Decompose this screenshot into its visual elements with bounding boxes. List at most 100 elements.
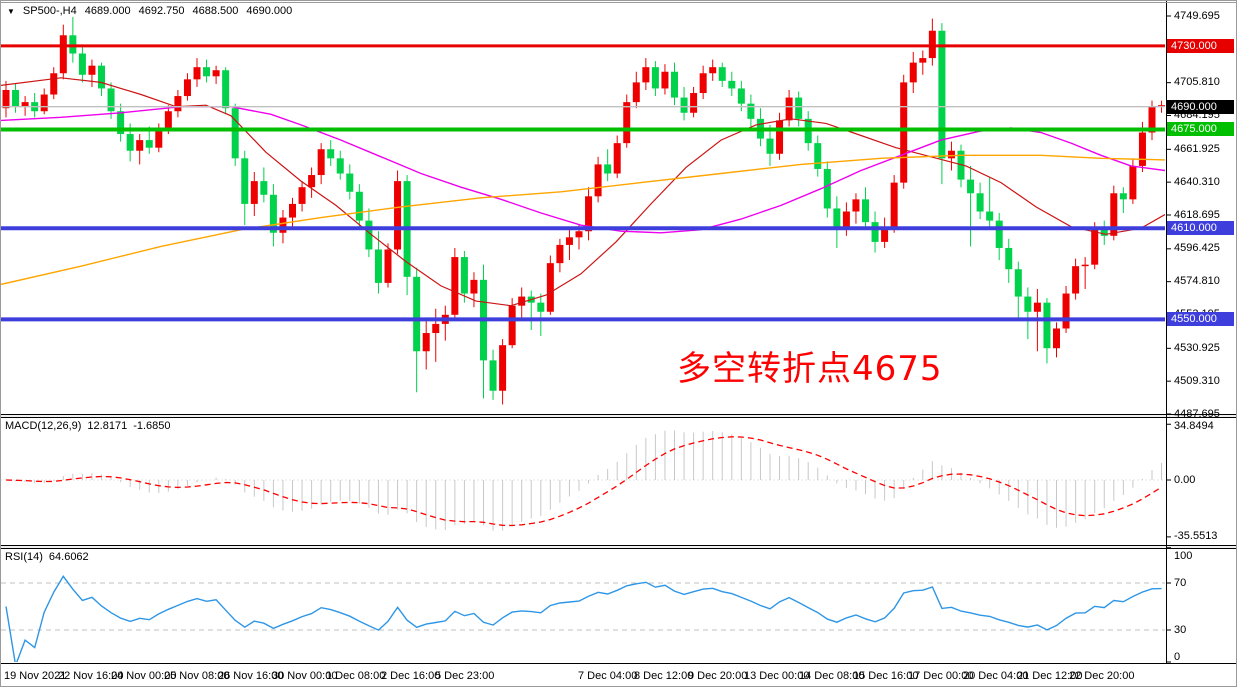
time-axis-label: 21 Dec 12:00: [1017, 670, 1083, 682]
rsi-line: [5, 575, 1162, 662]
candle: [1158, 105, 1165, 107]
candle: [1024, 296, 1032, 312]
rsi-axis-label: 70: [1174, 576, 1187, 589]
candle: [718, 67, 726, 81]
time-axis-label: 2 Dec 16:00: [381, 670, 441, 682]
candle: [986, 211, 994, 221]
price-badge: 4675.000: [1167, 122, 1234, 137]
ma-medium-red: [1, 77, 1165, 307]
candle: [499, 345, 507, 391]
macd-histogram: [15, 430, 1163, 531]
candle: [394, 181, 402, 250]
candle: [842, 211, 850, 230]
price-tick-label: 4705.810: [1174, 76, 1220, 89]
candle: [690, 93, 698, 113]
time-axis-label: 8 Dec 12:00: [634, 670, 694, 682]
ohlc-low: 4688.500: [192, 5, 239, 17]
time-axis-label: 19 Nov 2021: [4, 670, 67, 682]
rsi-axis-label: 0: [1174, 651, 1181, 663]
rsi-axis-label: 100: [1174, 550, 1193, 562]
macd-axis-label: 0.00: [1174, 473, 1196, 486]
time-axis-label: 9 Dec 20:00: [688, 670, 748, 682]
candle: [947, 150, 955, 159]
rsi-indicator-label: RSI(14) 64.6062: [5, 551, 89, 564]
candle: [833, 208, 841, 230]
rsi-value: 64.6062: [48, 551, 89, 563]
candle: [776, 120, 784, 154]
time-axis-label: 14 Dec 08:00: [799, 670, 865, 682]
candle: [1119, 193, 1127, 200]
candle: [289, 203, 296, 218]
time-axis-label: 1 Dec 08:00: [326, 670, 386, 682]
price-badge: 4690.000: [1167, 99, 1234, 114]
rsi-axis-label: 30: [1174, 623, 1187, 636]
candle: [862, 199, 869, 223]
candle: [575, 231, 583, 238]
candle: [317, 149, 325, 176]
candles: [2, 17, 1165, 405]
candle: [183, 79, 191, 97]
candle: [241, 158, 249, 204]
candle: [976, 193, 984, 212]
macd-signal-value: -1.6850: [133, 420, 171, 432]
candle: [909, 62, 917, 83]
candle: [174, 96, 182, 112]
time-axis-label: 15 Dec 16:00: [853, 670, 919, 682]
symbol-period-label: SP500-,H4: [22, 5, 77, 17]
candle: [69, 35, 77, 54]
candle: [1148, 106, 1156, 133]
candle: [1110, 193, 1118, 236]
price-tick-label: 4530.925: [1174, 341, 1220, 354]
candle: [231, 108, 239, 159]
candle: [1043, 302, 1051, 349]
time-axis-label: 20 Dec 04:00: [963, 670, 1029, 682]
candle: [556, 244, 564, 264]
candle: [594, 164, 602, 197]
candle: [661, 71, 669, 89]
time-axis-label: 7 Dec 04:00: [578, 670, 638, 682]
candle: [1062, 293, 1070, 329]
candle: [374, 249, 382, 283]
candle: [355, 191, 363, 221]
time-axis-label: 30 Nov 00:00: [272, 670, 338, 682]
symbol-dropdown-icon[interactable]: ▼: [7, 6, 15, 16]
main-chart-panel[interactable]: [1, 17, 1166, 405]
candle: [451, 257, 459, 315]
candle: [222, 70, 230, 109]
price-tick-label: 4640.310: [1174, 175, 1220, 188]
candle: [298, 187, 306, 204]
macd-axis-label: 34.8494: [1174, 420, 1214, 432]
candle: [680, 97, 688, 113]
price-badge: 4730.000: [1167, 38, 1234, 53]
candle: [1081, 264, 1089, 267]
candle: [737, 88, 745, 104]
macd-panel[interactable]: [1, 430, 1166, 531]
candle: [881, 226, 889, 242]
candle: [384, 249, 392, 283]
candle: [623, 102, 631, 144]
candle: [327, 149, 335, 159]
ohlc-open: 4689.000: [84, 5, 131, 17]
candle: [365, 220, 373, 250]
candle: [1053, 328, 1060, 349]
candle: [470, 279, 478, 294]
candle: [260, 181, 268, 195]
price-badge: 4550.000: [1167, 312, 1234, 327]
candle: [938, 30, 946, 159]
horizontal-lines[interactable]: [1, 44, 1166, 322]
candle: [88, 65, 96, 75]
ma-slowest-orange: [1, 154, 1165, 286]
candle: [136, 140, 144, 151]
candle: [871, 222, 879, 242]
candle: [59, 35, 67, 74]
candle: [308, 175, 316, 188]
time-axis-label: 24 Nov 00:00: [111, 670, 177, 682]
candle: [890, 182, 898, 227]
candle: [852, 199, 860, 212]
rsi-panel[interactable]: [1, 575, 1166, 665]
annotation-text[interactable]: 多空转折点4675: [677, 349, 943, 389]
candle: [785, 97, 793, 121]
candle: [671, 71, 678, 98]
price-tick-label: 4596.425: [1174, 242, 1220, 255]
